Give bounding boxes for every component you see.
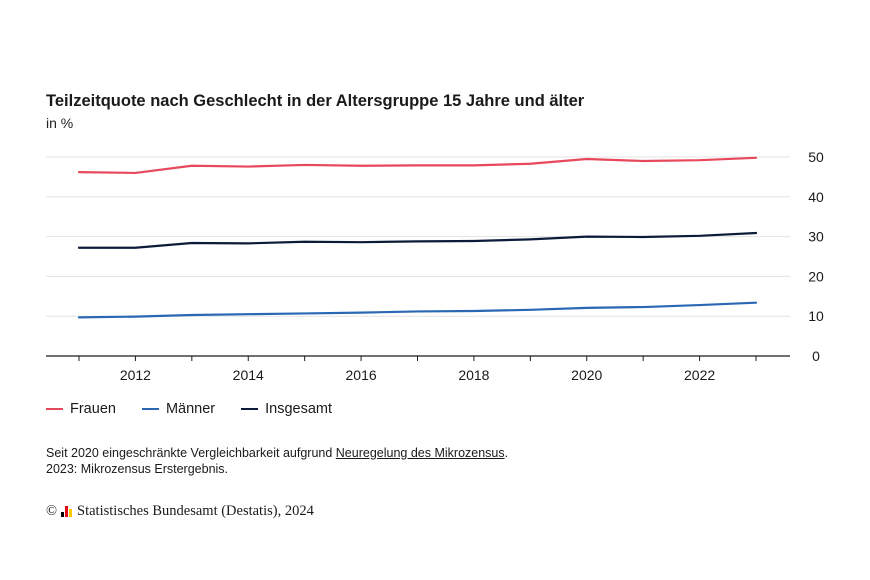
x-tick-label-2018: 2018 (458, 367, 489, 383)
y-tick-label-40: 40 (808, 189, 824, 205)
x-tick-label-2012: 2012 (120, 367, 151, 383)
destatis-logo-icon (61, 506, 73, 517)
source-text: Statistisches Bundesamt (Destatis), 2024 (77, 503, 314, 519)
source-credit: © Statistisches Bundesamt (Destatis), 20… (46, 503, 314, 520)
footnote-2023: 2023: Mikrozensus Erstergebnis. (46, 462, 229, 476)
x-tick-label-2022: 2022 (684, 367, 715, 383)
legend-item-maenner[interactable]: Männer (141, 401, 216, 417)
legend-swatch-maenner (141, 408, 159, 410)
footnote-comparability: Seit 2020 eingeschränkte Vergleichbarkei… (46, 446, 508, 460)
footnote-period: . (504, 446, 509, 460)
x-tick-label-2016: 2016 (346, 367, 377, 383)
y-tick-label-0: 0 (812, 348, 820, 364)
y-tick-label-50: 50 (808, 149, 824, 165)
footnote-text: Seit 2020 eingeschränkte Vergleichbarkei… (46, 446, 336, 460)
line-chart: 0 10 20 30 40 50 2012 2014 2016 2018 2020 2022 (46, 149, 824, 383)
legend-item-frauen[interactable]: Frauen (46, 401, 116, 417)
series-line-frauen (77, 156, 758, 175)
axes (46, 355, 790, 361)
legend-label-maenner: Männer (165, 401, 216, 417)
chart-title: Teilzeitquote nach Geschlecht in der Alt… (46, 92, 585, 110)
legend-item-insgesamt[interactable]: Insgesamt (241, 401, 332, 417)
x-tick-label-2014: 2014 (233, 367, 264, 383)
series-line-insgesamt (77, 231, 758, 249)
legend-label-insgesamt: Insgesamt (265, 401, 333, 417)
mikrozensus-link[interactable]: Neuregelung des Mikrozensus (335, 446, 505, 460)
tick-labels: 0 10 20 30 40 50 2012 2014 2016 2018 2020 2022 (120, 149, 824, 383)
copyright-symbol: © (46, 503, 58, 519)
x-tick-label-2020: 2020 (571, 367, 602, 383)
y-tick-label-30: 30 (808, 229, 824, 245)
series-lines (77, 156, 758, 319)
chart-subtitle: in % (46, 115, 74, 131)
legend-swatch-frauen (46, 408, 63, 410)
y-tick-label-10: 10 (808, 308, 824, 324)
series-line-männer (77, 301, 758, 319)
y-tick-label-20: 20 (808, 268, 824, 284)
legend-label-frauen: Frauen (70, 401, 116, 417)
legend: Frauen Männer Insgesamt (46, 401, 332, 417)
legend-swatch-insgesamt (241, 408, 259, 410)
